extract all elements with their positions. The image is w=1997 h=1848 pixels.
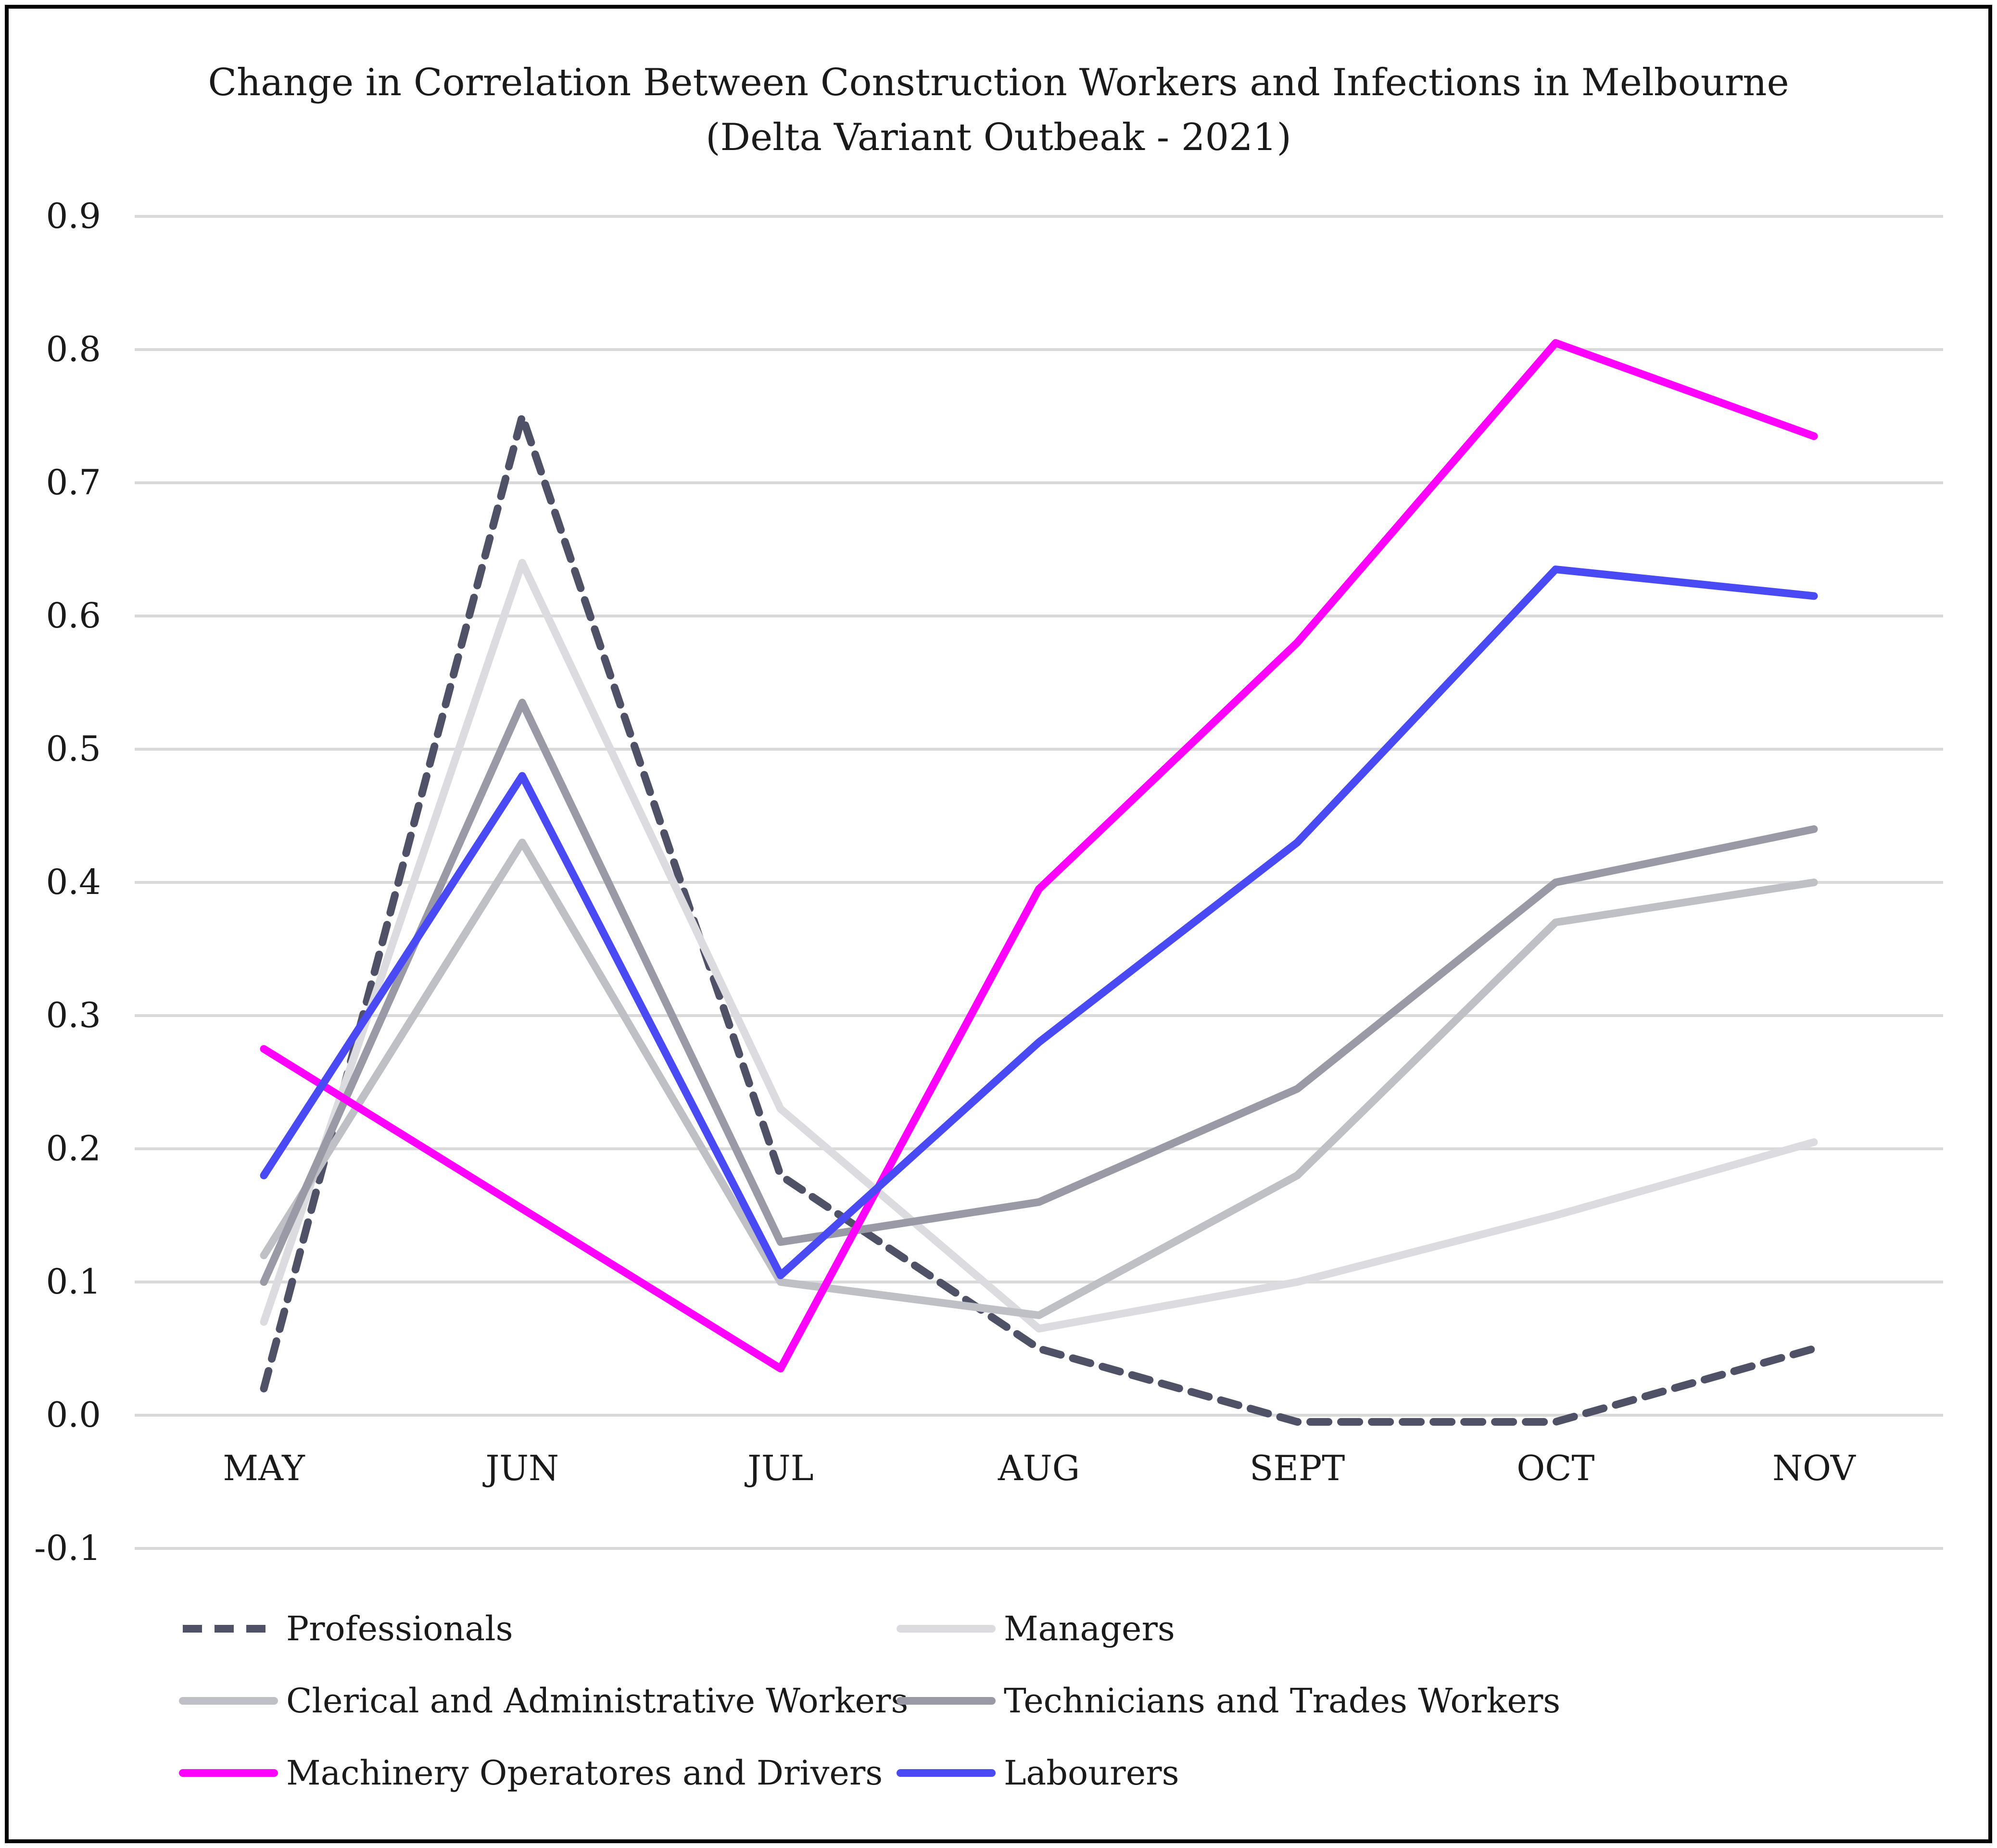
- legend-label-labourers: Labourers: [1004, 1753, 1179, 1793]
- chart-subtitle: (Delta Variant Outbeak - 2021): [706, 116, 1291, 159]
- y-tick-label: -0.1: [34, 1528, 101, 1568]
- y-tick-label: 0.0: [46, 1395, 101, 1435]
- legend-label-managers: Managers: [1004, 1609, 1175, 1648]
- legend-label-technicians-and-trades-workers: Technicians and Trades Workers: [1004, 1681, 1560, 1721]
- legend-label-professionals: Professionals: [286, 1609, 513, 1648]
- x-tick-label: SEPT: [1250, 1448, 1345, 1488]
- y-tick-label: 0.9: [46, 196, 101, 236]
- x-tick-label: JUL: [744, 1448, 813, 1488]
- y-tick-label: 0.6: [46, 595, 101, 636]
- series-line-labourers: [260, 566, 1818, 1280]
- series-lines: [260, 339, 1818, 1426]
- y-tick-label: 0.7: [46, 462, 101, 503]
- gridlines: [135, 215, 1943, 1550]
- series-line-professionals: [260, 412, 1818, 1426]
- x-tick-label: AUG: [998, 1448, 1080, 1488]
- legend-label-clerical-and-administrative-workers: Clerical and Administrative Workers: [286, 1681, 908, 1721]
- legend-label-machinery-operatores-and-drivers: Machinery Operatores and Drivers: [286, 1753, 883, 1793]
- y-tick-label: 0.8: [46, 329, 101, 369]
- y-tick-label: 0.3: [46, 995, 101, 1035]
- y-tick-label: 0.1: [46, 1261, 101, 1302]
- series-line-technicians-and-trades-workers: [260, 699, 1818, 1286]
- x-tick-label: JUN: [482, 1448, 559, 1488]
- y-tick-label: 0.4: [46, 862, 101, 902]
- x-tick-label: OCT: [1517, 1448, 1594, 1488]
- chart-frame: [5, 5, 1992, 1843]
- y-axis-ticks: 0.9 0.8 0.7 0.6 0.5 0.4 0.3 0.2 0.1 0.0 -0.1: [34, 196, 101, 1568]
- x-tick-label: MAY: [223, 1448, 305, 1488]
- chart-title: Change in Correlation Between Constructi…: [208, 61, 1789, 104]
- x-axis-ticks: MAY JUN JUL AUG SEPT OCT NOV: [223, 1448, 1856, 1488]
- series-line-managers: [260, 559, 1818, 1333]
- legend: Professionals Managers Clerical and Admini…: [179, 1609, 1560, 1793]
- y-tick-label: 0.2: [46, 1128, 101, 1169]
- series-line-machinery-operatores-and-drivers: [260, 339, 1818, 1373]
- x-tick-label: NOV: [1772, 1448, 1857, 1488]
- series-line-clerical-and-administrative-workers: [260, 838, 1818, 1320]
- y-tick-label: 0.5: [46, 729, 101, 769]
